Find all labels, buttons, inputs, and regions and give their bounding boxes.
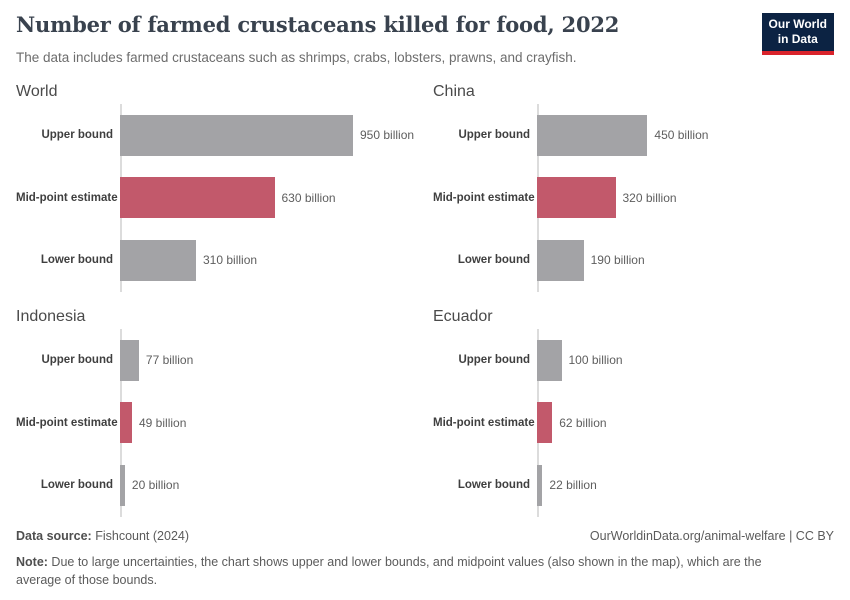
value-label-china-lower-bound: 190 billion: [590, 253, 645, 268]
value-label-world-upper-bound: 950 billion: [360, 128, 415, 143]
facet-panel-ecuador: Ecuador Upper bound 100 billion Mid-point e…: [433, 308, 834, 524]
category-label-lower-bound: Lower bound: [40, 254, 113, 267]
category-label-mid-point-estimate: Mid-point estimate: [16, 416, 118, 429]
value-label-ecuador-mid-point-estimate: 62 billion: [559, 415, 607, 430]
bar-row-mid-point-estimate: Mid-point estimate 320 billion: [433, 167, 834, 230]
bar-world-lower-bound[interactable]: [120, 239, 196, 281]
chart-note: Note: Due to large uncertainties, the ch…: [16, 553, 784, 589]
value-label-world-mid-point-estimate: 630 billion: [281, 190, 336, 205]
value-label-ecuador-upper-bound: 100 billion: [568, 353, 623, 368]
category-label-mid-point-estimate: Mid-point estimate: [433, 416, 535, 429]
chart-title: Number of farmed crustaceans killed for …: [16, 12, 620, 37]
value-label-ecuador-lower-bound: 22 billion: [549, 478, 597, 493]
value-label-china-mid-point-estimate: 320 billion: [622, 190, 677, 205]
bar-row-upper-bound: Upper bound 77 billion: [16, 329, 417, 392]
bar-ecuador-mid-point-estimate[interactable]: [537, 402, 553, 444]
facet-panel-indonesia: Indonesia Upper bound 77 billion Mid-point …: [16, 308, 417, 524]
bar-row-lower-bound: Lower bound 310 billion: [16, 229, 417, 292]
facet-title-world: World: [16, 83, 58, 100]
bar-ecuador-upper-bound[interactable]: [537, 339, 562, 381]
footer: Data source: Fishcount (2024) OurWorldin…: [16, 529, 834, 543]
bar-row-upper-bound: Upper bound 450 billion: [433, 104, 834, 167]
bar-ecuador-lower-bound[interactable]: [537, 464, 543, 506]
facet-title-china: China: [433, 83, 475, 100]
bar-row-upper-bound: Upper bound 100 billion: [433, 329, 834, 392]
bar-china-lower-bound[interactable]: [537, 239, 584, 281]
value-label-china-upper-bound: 450 billion: [654, 128, 709, 143]
bar-china-upper-bound[interactable]: [537, 114, 648, 156]
category-label-mid-point-estimate: Mid-point estimate: [433, 191, 535, 204]
bar-indonesia-upper-bound[interactable]: [120, 339, 139, 381]
facet-panel-world: World Upper bound 950 billion Mid-point est…: [16, 83, 417, 299]
category-label-lower-bound: Lower bound: [457, 479, 530, 492]
facet-panel-china: China Upper bound 450 billion Mid-point est…: [433, 83, 834, 299]
data-source: Data source: Fishcount (2024): [16, 529, 189, 543]
facet-plot-indonesia: Upper bound 77 billion Mid-point estimate 4…: [16, 329, 417, 517]
facet-plot-china: Upper bound 450 billion Mid-point estimate…: [433, 104, 834, 292]
bar-china-mid-point-estimate[interactable]: [537, 177, 616, 219]
facet-title-ecuador: Ecuador: [433, 308, 493, 325]
bar-row-lower-bound: Lower bound 22 billion: [433, 454, 834, 517]
bar-row-lower-bound: Lower bound 190 billion: [433, 229, 834, 292]
chart-subtitle: The data includes farmed crustaceans suc…: [16, 50, 577, 65]
data-source-label: Data source:: [16, 529, 92, 543]
bar-row-upper-bound: Upper bound 950 billion: [16, 104, 417, 167]
category-label-upper-bound: Upper bound: [458, 354, 530, 367]
value-label-indonesia-lower-bound: 20 billion: [131, 478, 180, 493]
owid-url-link[interactable]: OurWorldinData.org/animal-welfare | CC B…: [589, 529, 834, 543]
bar-world-upper-bound[interactable]: [120, 114, 353, 156]
category-label-lower-bound: Lower bound: [40, 479, 113, 492]
owid-logo-line2: in Data: [777, 32, 818, 46]
value-label-indonesia-upper-bound: 77 billion: [145, 353, 194, 368]
owid-logo[interactable]: Our World in Data: [761, 13, 834, 55]
owid-logo-line1: Our World: [768, 17, 827, 31]
category-label-upper-bound: Upper bound: [458, 129, 530, 142]
facet-plot-ecuador: Upper bound 100 billion Mid-point estimate…: [433, 329, 834, 517]
value-label-indonesia-mid-point-estimate: 49 billion: [139, 415, 187, 430]
note-value: Due to large uncertainties, the chart sh…: [16, 555, 762, 588]
facet-plot-world: Upper bound 950 billion Mid-point estimate…: [16, 104, 417, 292]
bar-world-mid-point-estimate[interactable]: [120, 177, 275, 219]
bar-indonesia-mid-point-estimate[interactable]: [120, 402, 132, 444]
category-label-upper-bound: Upper bound: [41, 129, 113, 142]
category-label-lower-bound: Lower bound: [457, 254, 530, 267]
bar-row-mid-point-estimate: Mid-point estimate 62 billion: [433, 392, 834, 455]
note-label: Note:: [16, 555, 48, 569]
facet-title-indonesia: Indonesia: [16, 308, 86, 325]
data-source-value: Fishcount (2024): [91, 529, 190, 543]
bar-row-lower-bound: Lower bound 20 billion: [16, 454, 417, 517]
bar-indonesia-lower-bound[interactable]: [120, 464, 125, 506]
bar-row-mid-point-estimate: Mid-point estimate 49 billion: [16, 392, 417, 455]
value-label-world-lower-bound: 310 billion: [203, 253, 258, 268]
category-label-upper-bound: Upper bound: [41, 354, 113, 367]
bar-row-mid-point-estimate: Mid-point estimate 630 billion: [16, 167, 417, 230]
category-label-mid-point-estimate: Mid-point estimate: [16, 191, 118, 204]
